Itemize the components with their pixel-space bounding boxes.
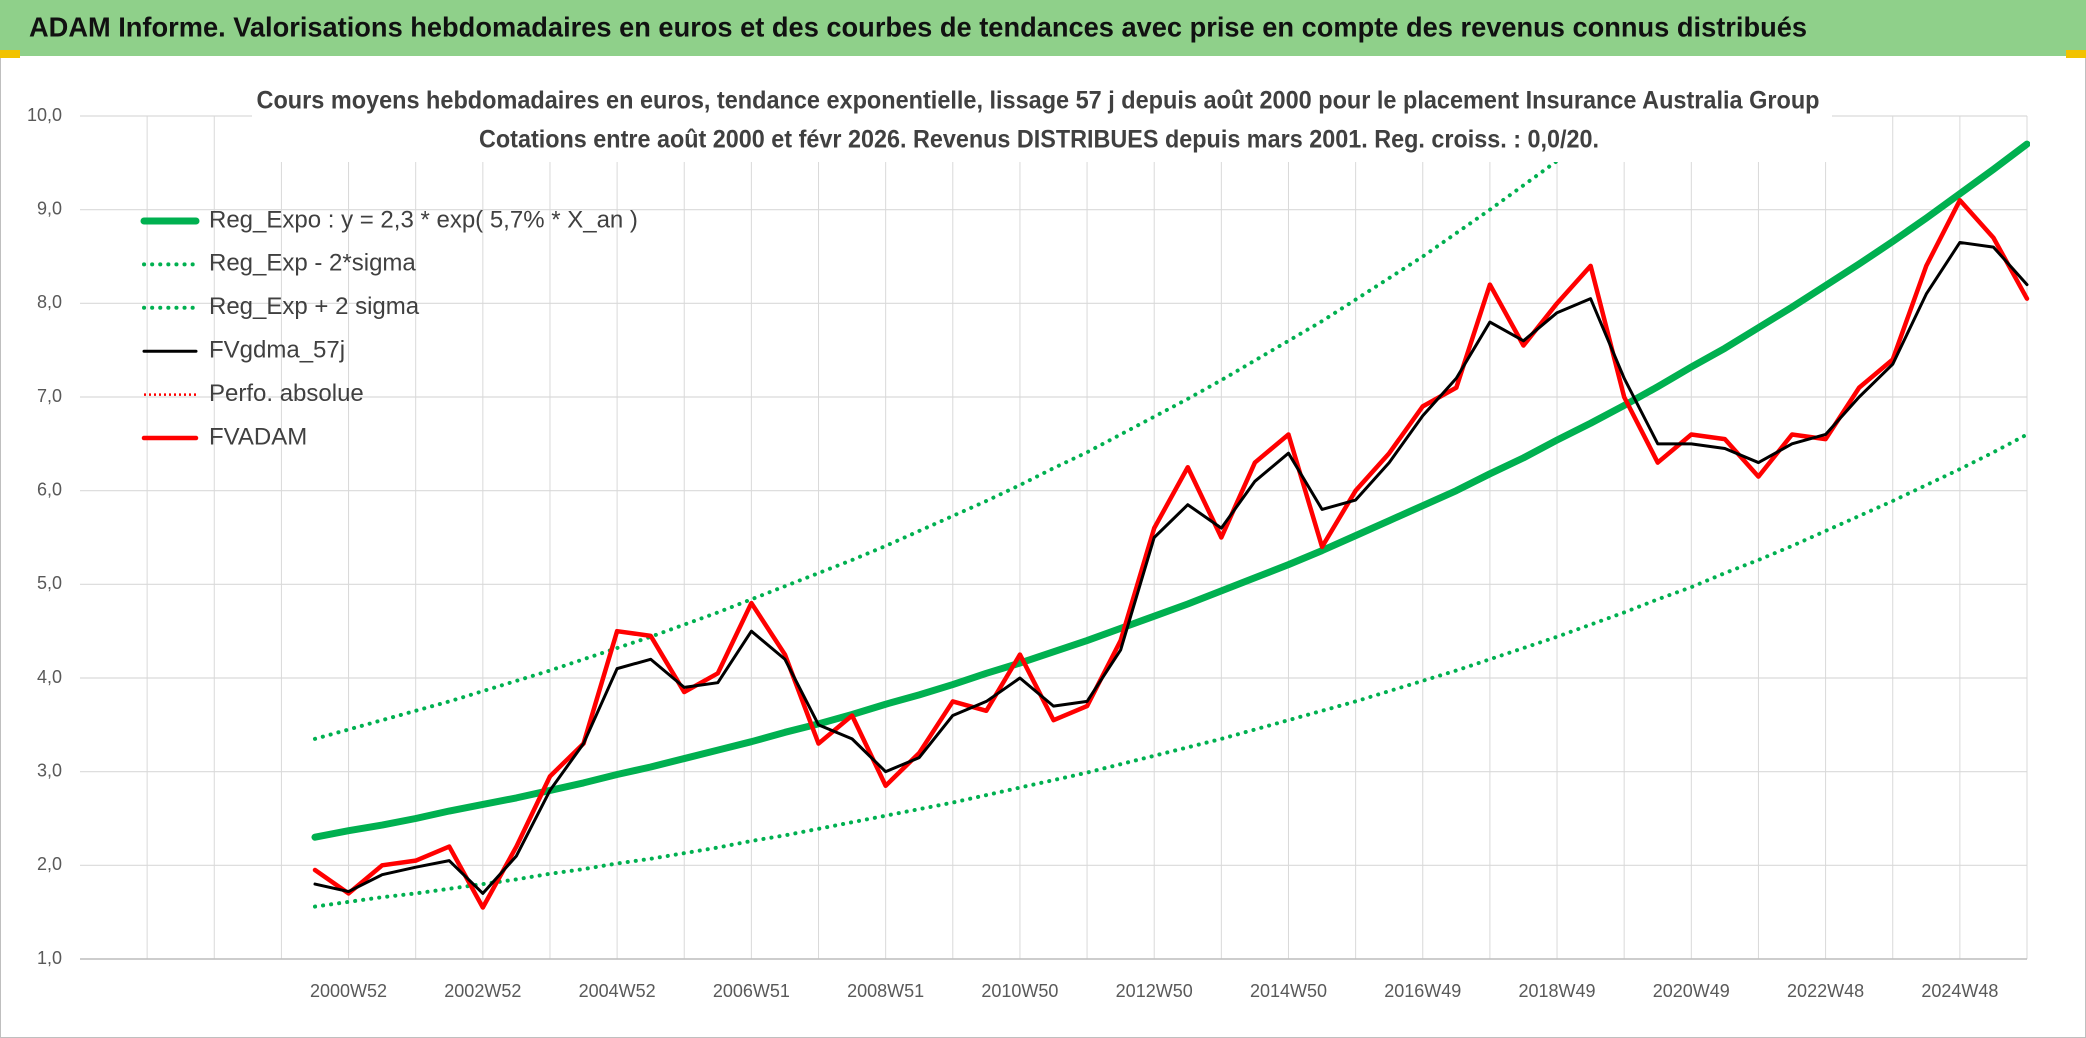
series-line bbox=[312, 198, 2030, 910]
x-tick-label: 2006W51 bbox=[713, 981, 790, 1001]
axes: 1,0 2,0 3,0 4,0 5,0 6,0 7,0 8,0 9,0 10,0 2000W52 20… bbox=[27, 105, 2027, 1001]
x-tick-label: 2016W49 bbox=[1384, 981, 1461, 1001]
y-tick-label: 4,0 bbox=[37, 667, 62, 687]
legend-label: Reg_Exp + 2 sigma bbox=[209, 293, 420, 320]
x-tick-label: 2024W48 bbox=[1921, 981, 1998, 1001]
chart-subtitle: Cotations entre août 2000 et févr 2026. … bbox=[479, 126, 1599, 154]
series-line bbox=[313, 240, 2029, 895]
corner-mark bbox=[0, 50, 20, 58]
x-tick-label: 2020W49 bbox=[1653, 981, 1730, 1001]
y-tick-label: 6,0 bbox=[37, 479, 62, 499]
x-tick-label: 2004W52 bbox=[579, 981, 656, 1001]
legend-label: Reg_Exp - 2*sigma bbox=[209, 250, 416, 277]
y-tick-label: 5,0 bbox=[37, 573, 62, 593]
x-tick-label: 2012W50 bbox=[1116, 981, 1193, 1001]
legend-label: Perfo. absolue bbox=[209, 380, 364, 407]
x-tick-label: 2022W48 bbox=[1787, 981, 1864, 1001]
y-tick-label: 8,0 bbox=[37, 292, 62, 312]
series-line bbox=[312, 113, 1623, 741]
y-tick-label: 1,0 bbox=[37, 948, 62, 968]
series-line bbox=[311, 140, 2030, 841]
x-tick-label: 2002W52 bbox=[444, 981, 521, 1001]
header-bar bbox=[0, 0, 2086, 56]
y-tick-label: 3,0 bbox=[37, 760, 62, 780]
y-tick-label: 10,0 bbox=[27, 105, 62, 125]
y-tick-label: 7,0 bbox=[37, 386, 62, 406]
plot-area bbox=[311, 113, 2030, 910]
x-tick-label: 2008W51 bbox=[847, 981, 924, 1001]
x-tick-label: 2014W50 bbox=[1250, 981, 1327, 1001]
title-box bbox=[252, 80, 1832, 162]
legend: Reg_Expo : y = 2,3 * exp( 5,7% * X_an ) R… bbox=[140, 206, 638, 450]
y-tick-label: 2,0 bbox=[37, 854, 62, 874]
x-tick-label: 2010W50 bbox=[981, 981, 1058, 1001]
chart-title: Cours moyens hebdomadaires en euros, ten… bbox=[257, 87, 1820, 115]
corner-mark bbox=[2066, 50, 2086, 58]
header-title: ADAM Informe. Valorisations hebdomadaire… bbox=[29, 11, 1807, 42]
x-tick-label: 2000W52 bbox=[310, 981, 387, 1001]
legend-label: FVADAM bbox=[209, 423, 307, 450]
legend-label: FVgdma_57j bbox=[209, 337, 345, 364]
x-tick-label: 2018W49 bbox=[1519, 981, 1596, 1001]
y-tick-label: 9,0 bbox=[37, 198, 62, 218]
legend-label: Reg_Expo : y = 2,3 * exp( 5,7% * X_an ) bbox=[209, 206, 638, 233]
